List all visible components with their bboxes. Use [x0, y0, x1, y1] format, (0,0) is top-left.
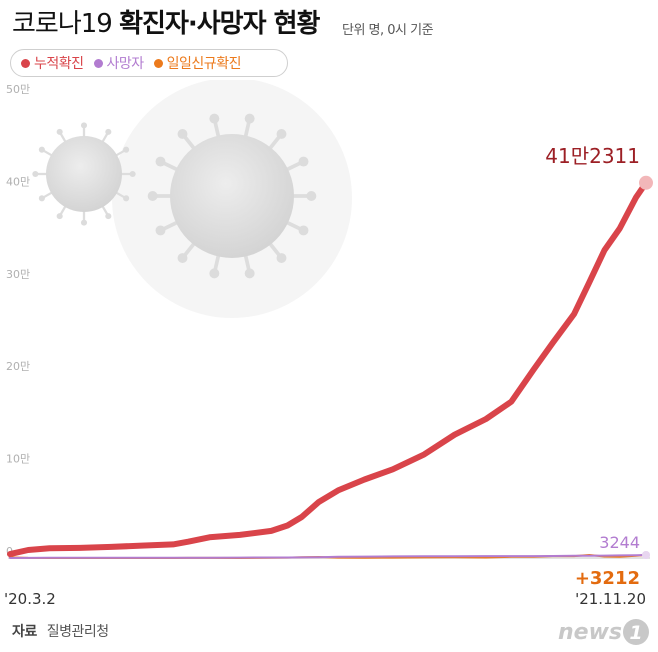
series-end-point-0	[639, 175, 653, 190]
virus-spike-tip	[244, 113, 255, 124]
virus-spike-tip	[298, 156, 309, 167]
source-note: 자료 질병관리청	[12, 621, 109, 641]
title-main: 확진자·사망자 현황	[119, 9, 320, 39]
legend-label-daily: 일일신규확진	[166, 56, 242, 72]
virus-spike-tip	[32, 170, 39, 178]
virus-small-icon	[32, 122, 136, 226]
y-tick-label: 40만	[6, 175, 30, 188]
source-value: 질병관리청	[46, 624, 109, 640]
y-tick-label: 20만	[6, 360, 30, 373]
legend-item-cumulative: 누적확진	[21, 53, 84, 73]
chart-header: 코로나19 확진자·사망자 현황 단위 명, 0시 기준	[12, 6, 652, 46]
source-label: 자료	[12, 624, 37, 640]
y-tick-label: 50만	[6, 83, 30, 96]
virus-spike-tip	[129, 170, 136, 178]
title-prefix: 코로나19	[12, 9, 113, 39]
virus-spike-tip	[56, 213, 63, 220]
legend-item-deaths: 사망자	[93, 53, 145, 73]
virus-spike-tip	[38, 195, 45, 202]
legend-dot-daily	[153, 58, 163, 68]
virus-spike-tip	[105, 213, 112, 220]
legend-dot-deaths	[93, 58, 103, 68]
unit-note: 단위 명, 0시 기준	[342, 23, 434, 38]
virus-spike-tip	[209, 113, 220, 124]
virus-spike-tip	[177, 253, 188, 264]
virus-spike-tip	[155, 156, 166, 167]
y-tick-label: 30만	[6, 268, 30, 281]
virus-big-icon	[147, 113, 317, 279]
x-end-label: '21.11.20	[575, 590, 646, 608]
svg-text:news: news	[558, 620, 622, 645]
virus-spike-tip	[244, 268, 255, 279]
series-end-label-1: 3244	[599, 533, 640, 552]
legend-label-deaths: 사망자	[106, 56, 145, 72]
x-start-label: '20.3.2	[4, 590, 56, 608]
virus-spike-tip	[38, 146, 45, 153]
virus-spike-tip	[306, 191, 317, 201]
virus-spike-tip	[276, 128, 287, 139]
series-end-label-0: 41만2311	[545, 144, 640, 168]
virus-spike-tip	[276, 253, 287, 264]
virus-spike-tip	[177, 128, 188, 139]
virus-spike-tip	[209, 268, 220, 279]
legend-label-cumulative: 누적확진	[34, 56, 84, 72]
virus-spike-tip	[155, 225, 166, 236]
legend-dot-cumulative	[21, 58, 30, 68]
series-end-label-2: +3212	[575, 568, 640, 589]
virus-spike-tip	[147, 191, 158, 201]
virus-spike-tip	[80, 122, 88, 129]
series-line-0	[7, 179, 649, 558]
svg-text:1: 1	[629, 622, 642, 644]
series-end-point-1	[642, 551, 650, 560]
virus-spike-tip	[123, 146, 130, 153]
chart-title: 코로나19 확진자·사망자 현황	[12, 6, 320, 42]
series-line-1	[9, 554, 647, 559]
legend-item-daily: 일일신규확진	[153, 53, 242, 73]
virus-body	[46, 136, 122, 212]
virus-spike-tip	[298, 225, 309, 236]
chart-legend: 누적확진 사망자 일일신규확진	[10, 49, 288, 77]
news1-logo: news 1	[558, 619, 649, 645]
end-labels: 41만2311 3244 +3212	[545, 144, 640, 589]
y-tick-label: 10만	[6, 453, 30, 466]
virus-decoration	[32, 80, 352, 318]
virus-spike-tip	[80, 219, 88, 226]
virus-spike-tip	[56, 128, 63, 135]
virus-spike-tip	[123, 195, 130, 202]
series-layer	[7, 175, 653, 560]
virus-spike-tip	[105, 128, 112, 135]
virus-body	[170, 134, 294, 258]
